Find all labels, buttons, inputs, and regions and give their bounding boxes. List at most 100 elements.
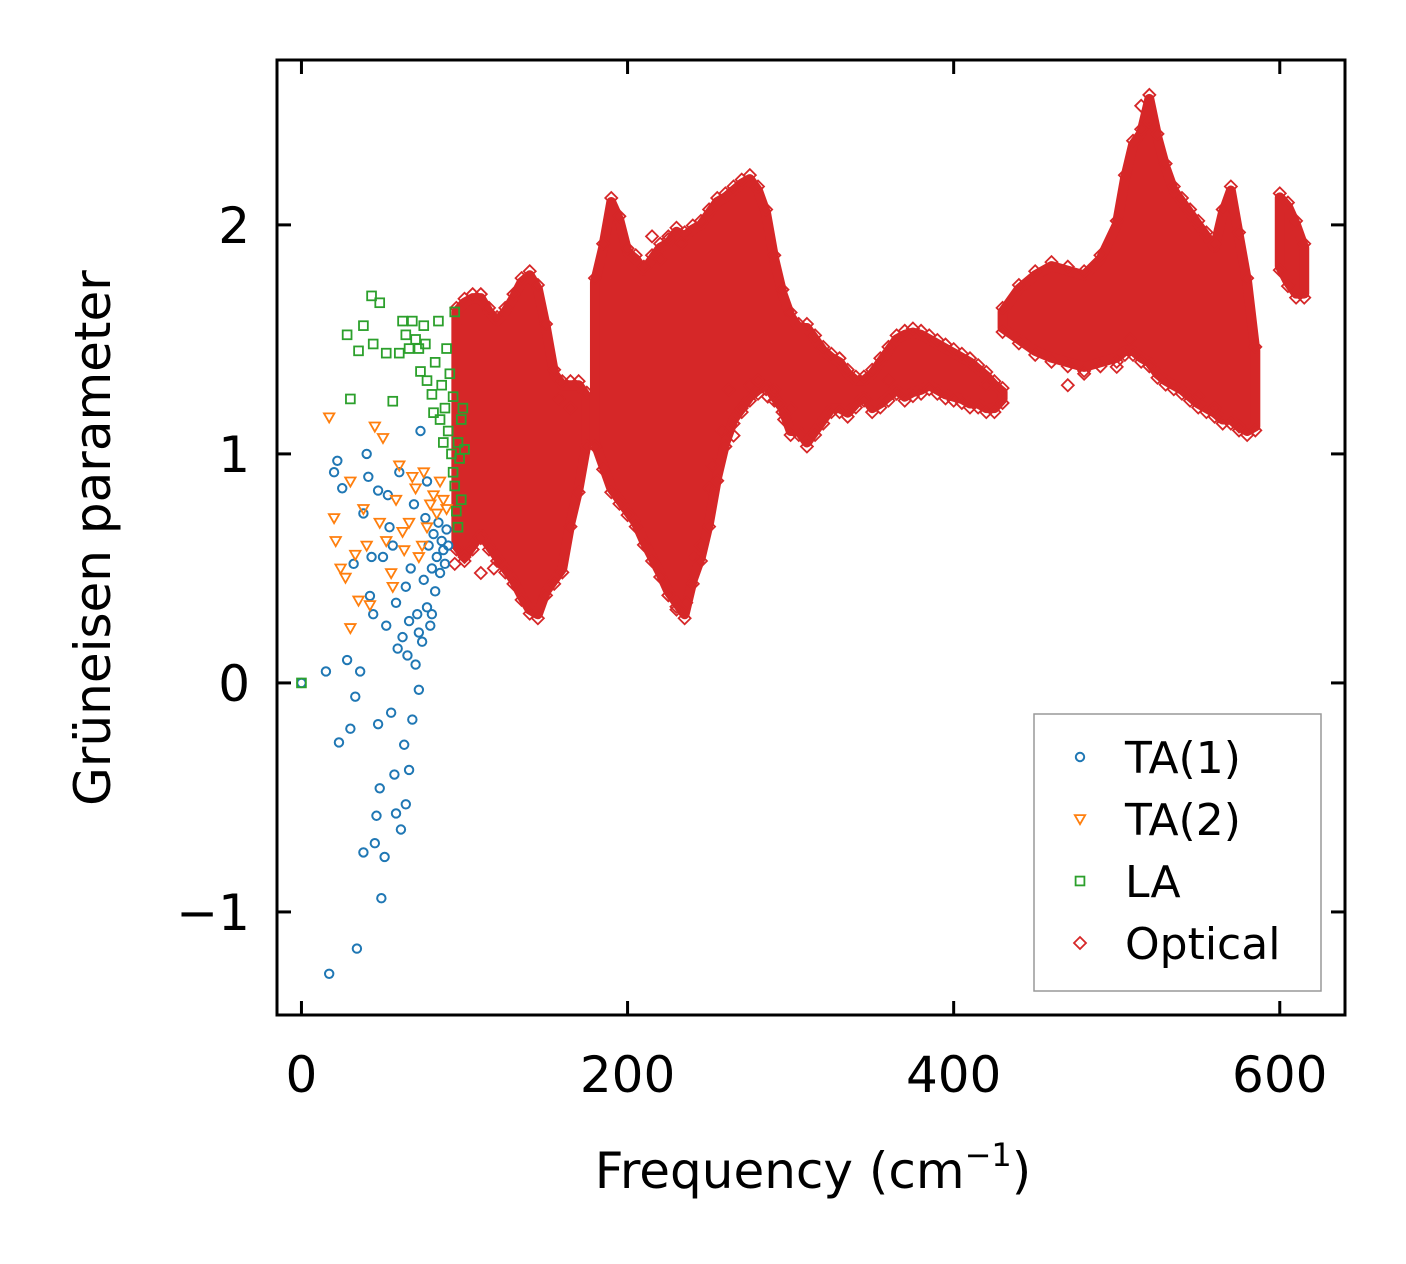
optical-point — [1125, 133, 1141, 149]
ta-1-point — [433, 517, 444, 528]
x-tick-label: 400 — [906, 1046, 1001, 1104]
optical-point — [1076, 366, 1092, 382]
la-point — [374, 297, 386, 309]
optical-point — [1109, 359, 1124, 375]
ta-1-point — [376, 893, 387, 904]
ta-2-point — [376, 433, 390, 445]
optical-point — [750, 373, 766, 388]
optical-point — [1174, 190, 1190, 206]
ta-1-point — [364, 590, 376, 602]
optical-point — [995, 300, 1010, 316]
ta-1-point — [441, 524, 452, 535]
ta-2-point — [359, 540, 374, 553]
optical-point — [603, 484, 619, 500]
optical-point — [530, 610, 546, 626]
la-point — [444, 368, 456, 380]
la-point — [403, 343, 415, 354]
optical-point — [930, 332, 945, 348]
optical-point — [1231, 225, 1247, 240]
optical-point — [1272, 186, 1288, 201]
x-tick-label: 600 — [1232, 1046, 1327, 1104]
ta-1-point — [421, 602, 433, 613]
ta-1-point — [426, 563, 438, 574]
optical-point — [1248, 339, 1263, 355]
ta-2-point — [379, 536, 393, 548]
ta-1-point — [381, 620, 392, 631]
optical-point — [962, 351, 978, 366]
ta-2-point — [405, 472, 420, 484]
optical-point — [677, 225, 692, 240]
la-point — [452, 521, 464, 533]
optical-point — [1142, 114, 1157, 130]
optical-point — [705, 458, 720, 473]
optical-point — [693, 213, 709, 229]
optical-point — [644, 229, 660, 244]
ta-1-point — [413, 627, 425, 638]
la-point — [428, 407, 439, 418]
optical-point — [546, 362, 562, 378]
optical-point — [620, 241, 635, 256]
ta-1-point — [296, 677, 307, 689]
optical-point — [563, 400, 578, 416]
ta-1-point — [412, 609, 423, 620]
ta-1-point — [431, 551, 442, 563]
optical-point — [620, 507, 635, 523]
optical-point — [1223, 416, 1239, 431]
optical-point — [1199, 225, 1214, 240]
optical-point — [481, 300, 497, 316]
optical-point — [447, 556, 463, 572]
ta-1-point — [332, 455, 343, 466]
ta-1-point — [358, 847, 369, 858]
optical-point — [1150, 370, 1165, 386]
optical-point — [489, 309, 505, 325]
optical-point — [652, 251, 668, 267]
la-point — [438, 437, 449, 448]
la-point — [410, 334, 421, 345]
la-point — [296, 677, 307, 689]
optical-point — [1239, 270, 1255, 286]
ta-1-point — [351, 943, 363, 954]
legend-ta-1-label: TA(1) — [1124, 733, 1241, 784]
optical-point — [489, 553, 505, 569]
x-axis-label: Frequency (cm — [595, 1142, 965, 1200]
optical-point — [506, 576, 521, 592]
ta-1-point — [425, 620, 436, 631]
optical-point — [1011, 336, 1027, 351]
la-point — [341, 329, 353, 341]
ta-1-point — [350, 691, 361, 702]
optical-point — [946, 341, 961, 357]
ta-1-point — [320, 666, 332, 677]
ta-1-point — [354, 666, 366, 677]
optical-point — [612, 209, 627, 224]
optical-point — [954, 395, 970, 411]
optical-point — [498, 300, 513, 316]
optical-point — [1011, 277, 1027, 293]
optical-point — [701, 202, 717, 217]
optical-point — [1158, 156, 1173, 171]
ta-1-point — [341, 654, 353, 666]
ta-2-point — [351, 595, 366, 608]
optical-point — [815, 416, 831, 431]
optical-point — [856, 393, 872, 408]
optical-point — [1133, 122, 1149, 137]
optical-point — [522, 606, 538, 621]
optical-point — [1122, 332, 1138, 347]
optical-point — [1060, 259, 1076, 274]
la-point — [451, 505, 462, 517]
ta-1-point — [333, 737, 345, 748]
optical-point — [1190, 213, 1206, 229]
optical-point — [1060, 359, 1076, 374]
legend-ta-2-marker — [1073, 814, 1087, 827]
optical-point — [1150, 126, 1165, 142]
optical-point — [1207, 409, 1222, 424]
ta-1-point — [403, 764, 415, 776]
ta-2-point — [436, 494, 451, 507]
optical-point — [1215, 202, 1230, 217]
optical-point — [669, 220, 684, 236]
optical-point — [1223, 179, 1239, 194]
optical-point — [995, 324, 1010, 340]
optical-point — [776, 412, 792, 427]
optical-point — [674, 235, 689, 251]
la-point — [447, 466, 459, 478]
ta-1-point — [390, 808, 402, 819]
